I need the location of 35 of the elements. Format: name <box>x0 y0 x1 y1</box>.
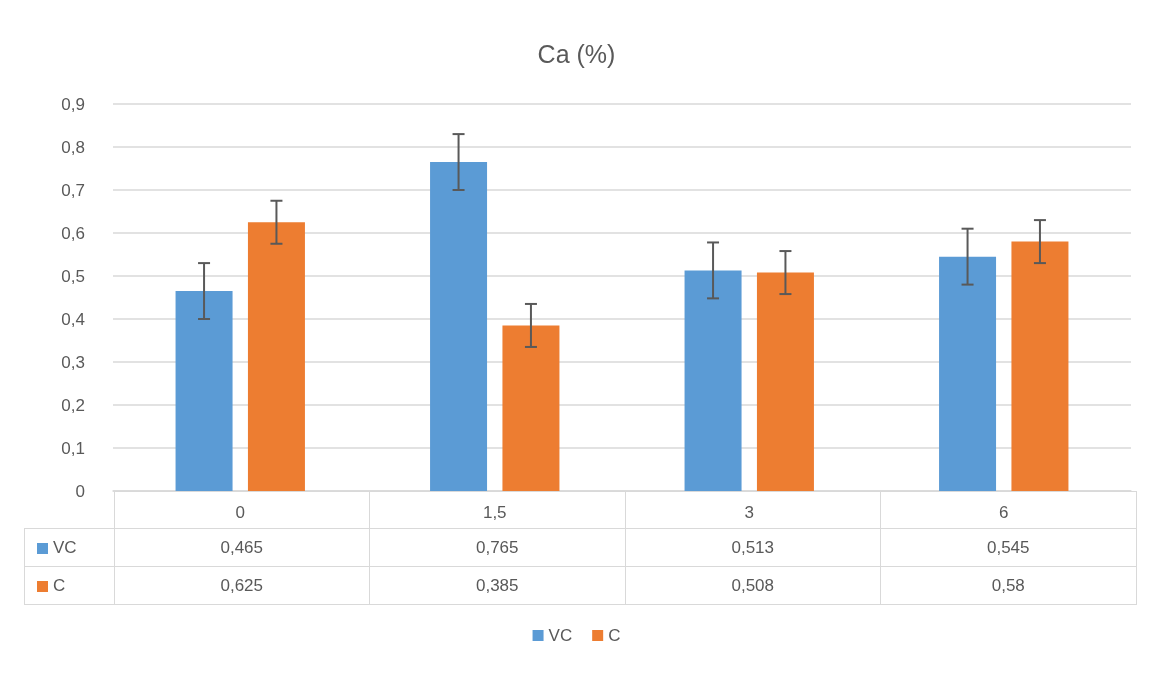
y-tick-label: 0,4 <box>61 309 85 329</box>
bar <box>175 291 233 491</box>
bar <box>684 270 742 491</box>
chart-title: Ca (%) <box>537 39 616 68</box>
bar <box>756 272 814 491</box>
x-tick-label: 1,5 <box>482 503 507 522</box>
y-tick-label: 0,7 <box>61 180 85 200</box>
data-label: 0,545 <box>880 528 1136 567</box>
data-label: 0,765 <box>369 528 625 567</box>
legend-label: VC <box>53 537 77 557</box>
y-tick-label: 0,3 <box>61 352 85 372</box>
y-tick-label: 0,8 <box>61 137 85 157</box>
y-tick-label: 0,1 <box>61 438 85 458</box>
data-label: 0,513 <box>625 528 881 567</box>
bar <box>502 325 560 491</box>
x-tick-label: 6 <box>999 503 1009 522</box>
y-tick-label: 0,6 <box>61 223 85 243</box>
bar <box>247 222 305 491</box>
y-tick-label: 0 <box>75 481 85 501</box>
data-label: 0,625 <box>114 566 370 605</box>
data-label: 0,385 <box>369 566 625 605</box>
bar <box>430 162 488 491</box>
x-tick-label: 3 <box>744 503 754 522</box>
data-label: 0,58 <box>880 566 1136 605</box>
y-tick-label: 0,2 <box>61 395 85 415</box>
y-tick-label: 0,5 <box>61 266 85 286</box>
y-tick-label: 0,9 <box>61 94 85 114</box>
data-label: 0,465 <box>114 528 370 567</box>
text: C <box>53 575 66 595</box>
legend-label: C <box>608 626 621 645</box>
x-tick-label: 0 <box>235 503 245 522</box>
data-label: 0,508 <box>625 566 881 605</box>
bar <box>939 256 997 491</box>
text: VC <box>548 626 573 645</box>
bar <box>1011 241 1069 491</box>
